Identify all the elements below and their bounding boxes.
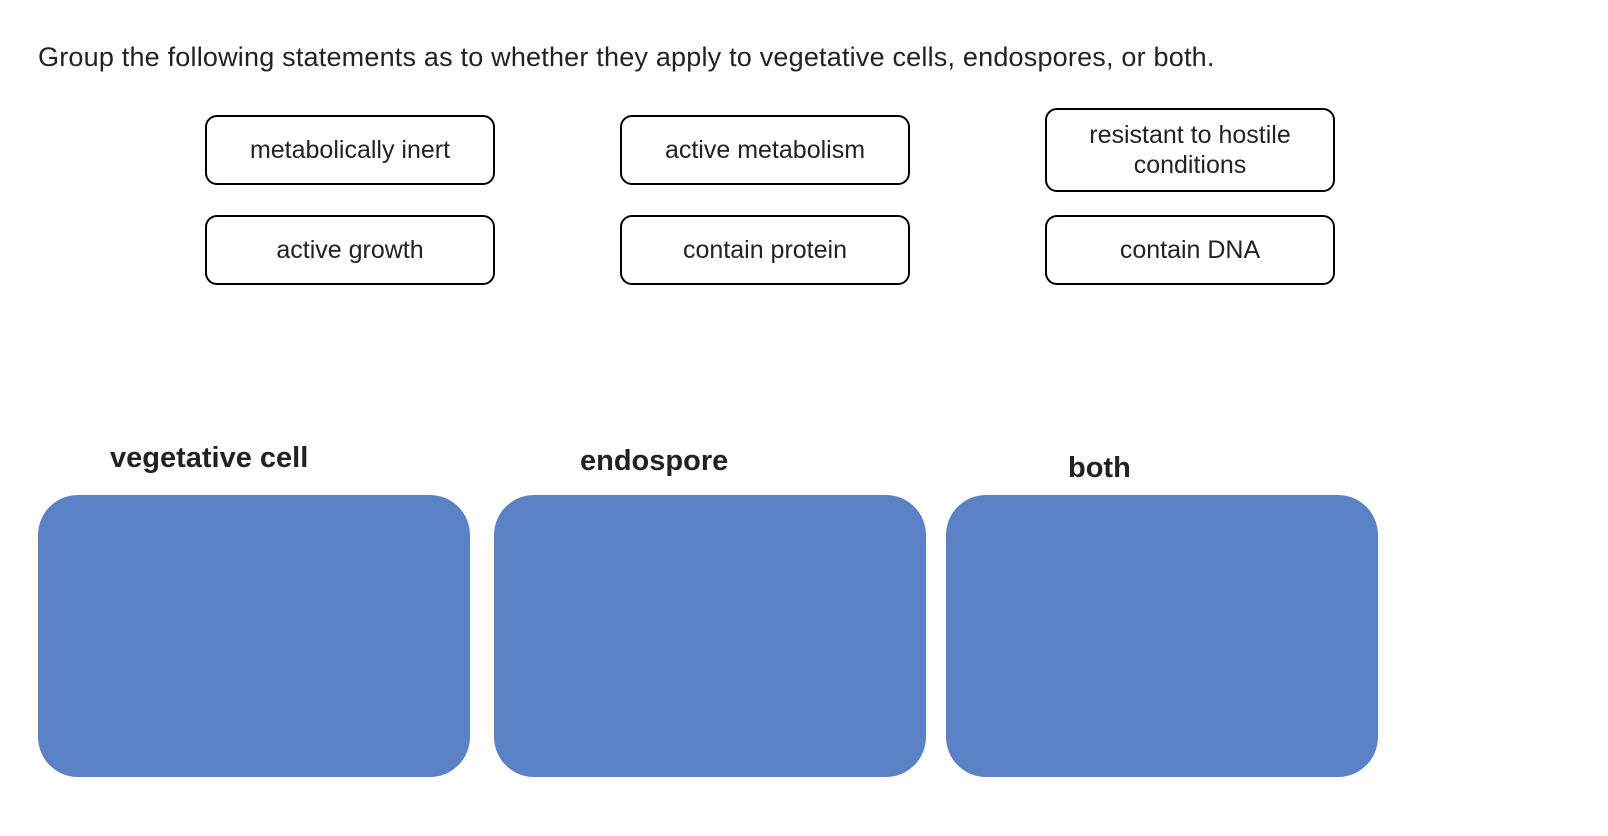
- chip-contain-protein[interactable]: contain protein: [620, 215, 910, 285]
- dropzone-label-endospore: endospore: [580, 445, 728, 478]
- dropzone-label-vegetative-cell: vegetative cell: [110, 442, 308, 475]
- dropzone-endospore[interactable]: [494, 495, 926, 777]
- exercise-page: Group the following statements as to whe…: [0, 0, 1608, 836]
- question-text: Group the following statements as to whe…: [38, 42, 1215, 73]
- dropzone-vegetative-cell[interactable]: [38, 495, 470, 777]
- chip-metabolically-inert[interactable]: metabolically inert: [205, 115, 495, 185]
- chip-contain-dna[interactable]: contain DNA: [1045, 215, 1335, 285]
- chip-resistant-hostile[interactable]: resistant to hostile conditions: [1045, 108, 1335, 192]
- dropzone-both[interactable]: [946, 495, 1378, 777]
- dropzone-label-both: both: [1068, 452, 1131, 485]
- chip-active-growth[interactable]: active growth: [205, 215, 495, 285]
- chip-active-metabolism[interactable]: active metabolism: [620, 115, 910, 185]
